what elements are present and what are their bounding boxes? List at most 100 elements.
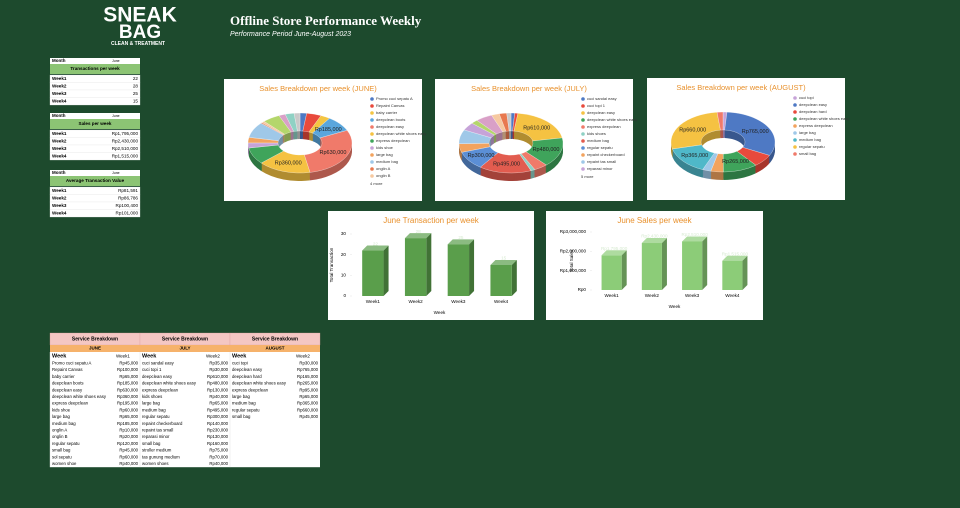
service-value: Rp65,000 [299, 394, 318, 399]
x-tick-label: Week3 [451, 299, 466, 304]
legend-swatch [581, 118, 585, 122]
x-tick-label: Week3 [685, 293, 700, 298]
row-label: Week4 [52, 154, 67, 159]
chart-title: June Transaction per week [383, 216, 480, 225]
slice [293, 112, 301, 132]
bar-top [362, 245, 389, 251]
y-axis-title: Total Transaction [329, 247, 334, 282]
legend-swatch [581, 167, 585, 171]
service-name: large bag [52, 414, 71, 419]
legend-label: medium bag [799, 137, 821, 142]
bar-top [682, 236, 708, 242]
service-value: Rp265,000 [297, 381, 319, 386]
chart-title: Sales Breakdown per week (JULY) [471, 84, 587, 93]
service-value: Rp130,000 [207, 434, 229, 439]
legend-swatch [793, 124, 797, 128]
service-name: deepclean easy [142, 374, 173, 379]
legend-swatch [793, 152, 797, 156]
legend-swatch [581, 97, 585, 101]
slice-label: Rp495,000 [493, 161, 520, 167]
chart-title: June Sales per week [617, 216, 692, 225]
service-name: onglin A [52, 427, 67, 432]
legend-label: deepclean white shoes easy [799, 116, 849, 121]
row-value: 28 [133, 84, 139, 89]
table-month-row [50, 170, 140, 176]
x-tick-label: Week4 [725, 293, 740, 298]
row-value: Rp100,400 [116, 203, 139, 208]
service-name: cuci topi [232, 360, 248, 365]
bar-value-label: Rp2,430,000 [641, 234, 668, 239]
legend-swatch [793, 110, 797, 114]
table-month: JUNE [89, 346, 101, 351]
table-month-row [50, 113, 140, 119]
y-tick-label: Rp2,000,000 [560, 249, 587, 254]
row-label: Week4 [52, 211, 67, 216]
row-value: Rp1,515,000 [112, 154, 139, 159]
table-month-row [50, 58, 140, 64]
legend-swatch [793, 117, 797, 121]
slice-label: Rp185,000 [315, 127, 342, 133]
service-name: small bag [142, 441, 161, 446]
service-name: medium bag [52, 421, 76, 426]
service-value: Rp195,000 [117, 401, 139, 406]
x-tick-label: Week1 [605, 293, 620, 298]
service-value: Rp30,000 [299, 360, 318, 365]
legend-label: deepclean easy [587, 110, 615, 115]
service-value: Rp480,000 [207, 381, 229, 386]
service-value: Rp140,000 [207, 421, 229, 426]
y-tick-label: 0 [343, 293, 346, 298]
service-value: Rp45,000 [119, 448, 138, 453]
slice-label: Rp610,000 [523, 125, 550, 131]
legend-label: cuci sandal easy [587, 96, 617, 101]
bar-value-label: Rp1,795,000 [601, 246, 628, 251]
row-label: Week1 [52, 76, 67, 81]
bar-side [621, 250, 627, 290]
row-label: Week3 [52, 146, 67, 151]
y-tick-label: 10 [341, 273, 347, 278]
legend-label: deepclean easy [376, 124, 404, 129]
service-value: Rp660,000 [297, 407, 319, 412]
bar-side [426, 233, 432, 296]
service-name: deepclean white shoes easy [142, 381, 197, 386]
row-label: Week4 [52, 99, 67, 104]
table-header: Service Breakdown [72, 336, 118, 342]
week-header: Week [232, 353, 247, 359]
legend-swatch [793, 131, 797, 135]
bar-value-label: 15 [501, 256, 507, 261]
slice [670, 112, 721, 150]
legend-swatch [370, 97, 374, 101]
bar-top [601, 250, 627, 256]
legend-swatch [370, 125, 374, 129]
y-tick-label: Rp3,000,000 [560, 229, 587, 234]
bar-top [641, 238, 667, 244]
legend-swatch [793, 96, 797, 100]
service-value: Rp35,000 [209, 360, 228, 365]
service-name: deepclean hard [232, 374, 262, 379]
legend-label: onglin A [376, 166, 391, 171]
bar-top [490, 260, 517, 265]
service-name: women shoes [142, 461, 169, 466]
service-value: Rp60,000 [119, 407, 138, 412]
legend-label: deepclean white shoes easy [376, 131, 426, 136]
legend-label: express deepclean [376, 138, 410, 143]
service-name: large bag [232, 394, 251, 399]
month-value: June [112, 171, 120, 175]
service-name: deepclean easy [52, 387, 83, 392]
bar-value-label: 28 [416, 229, 422, 234]
table-title: Sales per week [79, 121, 112, 126]
legend-swatch [581, 160, 585, 164]
x-axis-title: Week [434, 310, 446, 315]
bar-value-label: 25 [458, 235, 464, 240]
legend-label: cuci topi 1 [587, 103, 606, 108]
table-month: AUGUST [266, 346, 285, 351]
bar-side [702, 236, 708, 290]
slice [506, 112, 512, 132]
service-value: Rp60,000 [119, 454, 138, 459]
legend-swatch [793, 138, 797, 142]
legend-label: regular sepatu [799, 144, 825, 149]
bar-top [404, 233, 432, 239]
row-label: Week2 [52, 196, 67, 201]
service-value: Rp165,000 [297, 374, 319, 379]
service-name: repaint tas small [142, 427, 173, 432]
legend-swatch [581, 104, 585, 108]
